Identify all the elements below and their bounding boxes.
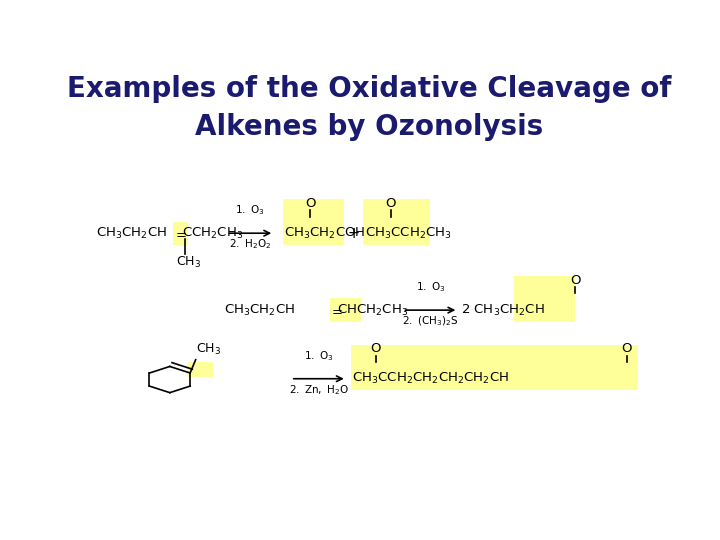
FancyBboxPatch shape	[330, 299, 361, 322]
FancyBboxPatch shape	[187, 362, 213, 377]
Text: $\mathregular{=}$: $\mathregular{=}$	[173, 227, 186, 240]
Text: $\mathregular{2\ CH_3CH_2CH}$: $\mathregular{2\ CH_3CH_2CH}$	[461, 302, 545, 318]
Text: $\mathregular{=}$: $\mathregular{=}$	[329, 303, 343, 316]
Text: $\mathregular{O}$: $\mathregular{O}$	[305, 197, 316, 210]
Text: $\mathregular{+}$: $\mathregular{+}$	[347, 226, 360, 241]
Text: $\mathregular{2.\ Zn,\ H_2O}$: $\mathregular{2.\ Zn,\ H_2O}$	[289, 383, 348, 397]
Text: $\mathregular{CH_3CH_2COH}$: $\mathregular{CH_3CH_2COH}$	[284, 226, 366, 241]
Text: $\mathregular{CHCH_2CH_3}$: $\mathregular{CHCH_2CH_3}$	[337, 302, 408, 318]
FancyBboxPatch shape	[282, 199, 344, 245]
Text: $\mathregular{2.\ H_2O_2}$: $\mathregular{2.\ H_2O_2}$	[229, 238, 271, 251]
Text: $\mathregular{CCH_2CH_3}$: $\mathregular{CCH_2CH_3}$	[182, 226, 243, 241]
FancyBboxPatch shape	[173, 221, 188, 245]
FancyBboxPatch shape	[364, 199, 431, 245]
FancyBboxPatch shape	[514, 276, 575, 322]
Text: $\mathregular{O}$: $\mathregular{O}$	[385, 197, 397, 210]
Text: $\mathregular{O}$: $\mathregular{O}$	[621, 342, 633, 355]
Text: $\mathregular{CH_3}$: $\mathregular{CH_3}$	[176, 255, 202, 270]
Text: $\mathregular{O}$: $\mathregular{O}$	[570, 274, 581, 287]
FancyBboxPatch shape	[351, 345, 638, 390]
Text: $\mathregular{CH_3}$: $\mathregular{CH_3}$	[196, 342, 221, 357]
Text: $\mathregular{CH_3CCH_2CH_3}$: $\mathregular{CH_3CCH_2CH_3}$	[365, 226, 452, 241]
Text: $\mathregular{CH_3CCH_2CH_2CH_2CH_2CH}$: $\mathregular{CH_3CCH_2CH_2CH_2CH_2CH}$	[352, 371, 509, 386]
Text: $\mathregular{O}$: $\mathregular{O}$	[370, 342, 382, 355]
Text: Examples of the Oxidative Cleavage of: Examples of the Oxidative Cleavage of	[67, 75, 671, 103]
Text: $\mathregular{CH_3CH_2CH}$: $\mathregular{CH_3CH_2CH}$	[224, 302, 295, 318]
Text: $\mathregular{1.\ O_3}$: $\mathregular{1.\ O_3}$	[304, 349, 333, 363]
Text: $\mathregular{1.\ O_3}$: $\mathregular{1.\ O_3}$	[235, 204, 265, 218]
Text: $\mathregular{CH_3CH_2CH}$: $\mathregular{CH_3CH_2CH}$	[96, 226, 166, 241]
Text: Alkenes by Ozonolysis: Alkenes by Ozonolysis	[195, 113, 543, 140]
Text: $\mathregular{2.\ (CH_3)_2S}$: $\mathregular{2.\ (CH_3)_2S}$	[402, 314, 459, 328]
Text: $\mathregular{1.\ O_3}$: $\mathregular{1.\ O_3}$	[415, 280, 445, 294]
